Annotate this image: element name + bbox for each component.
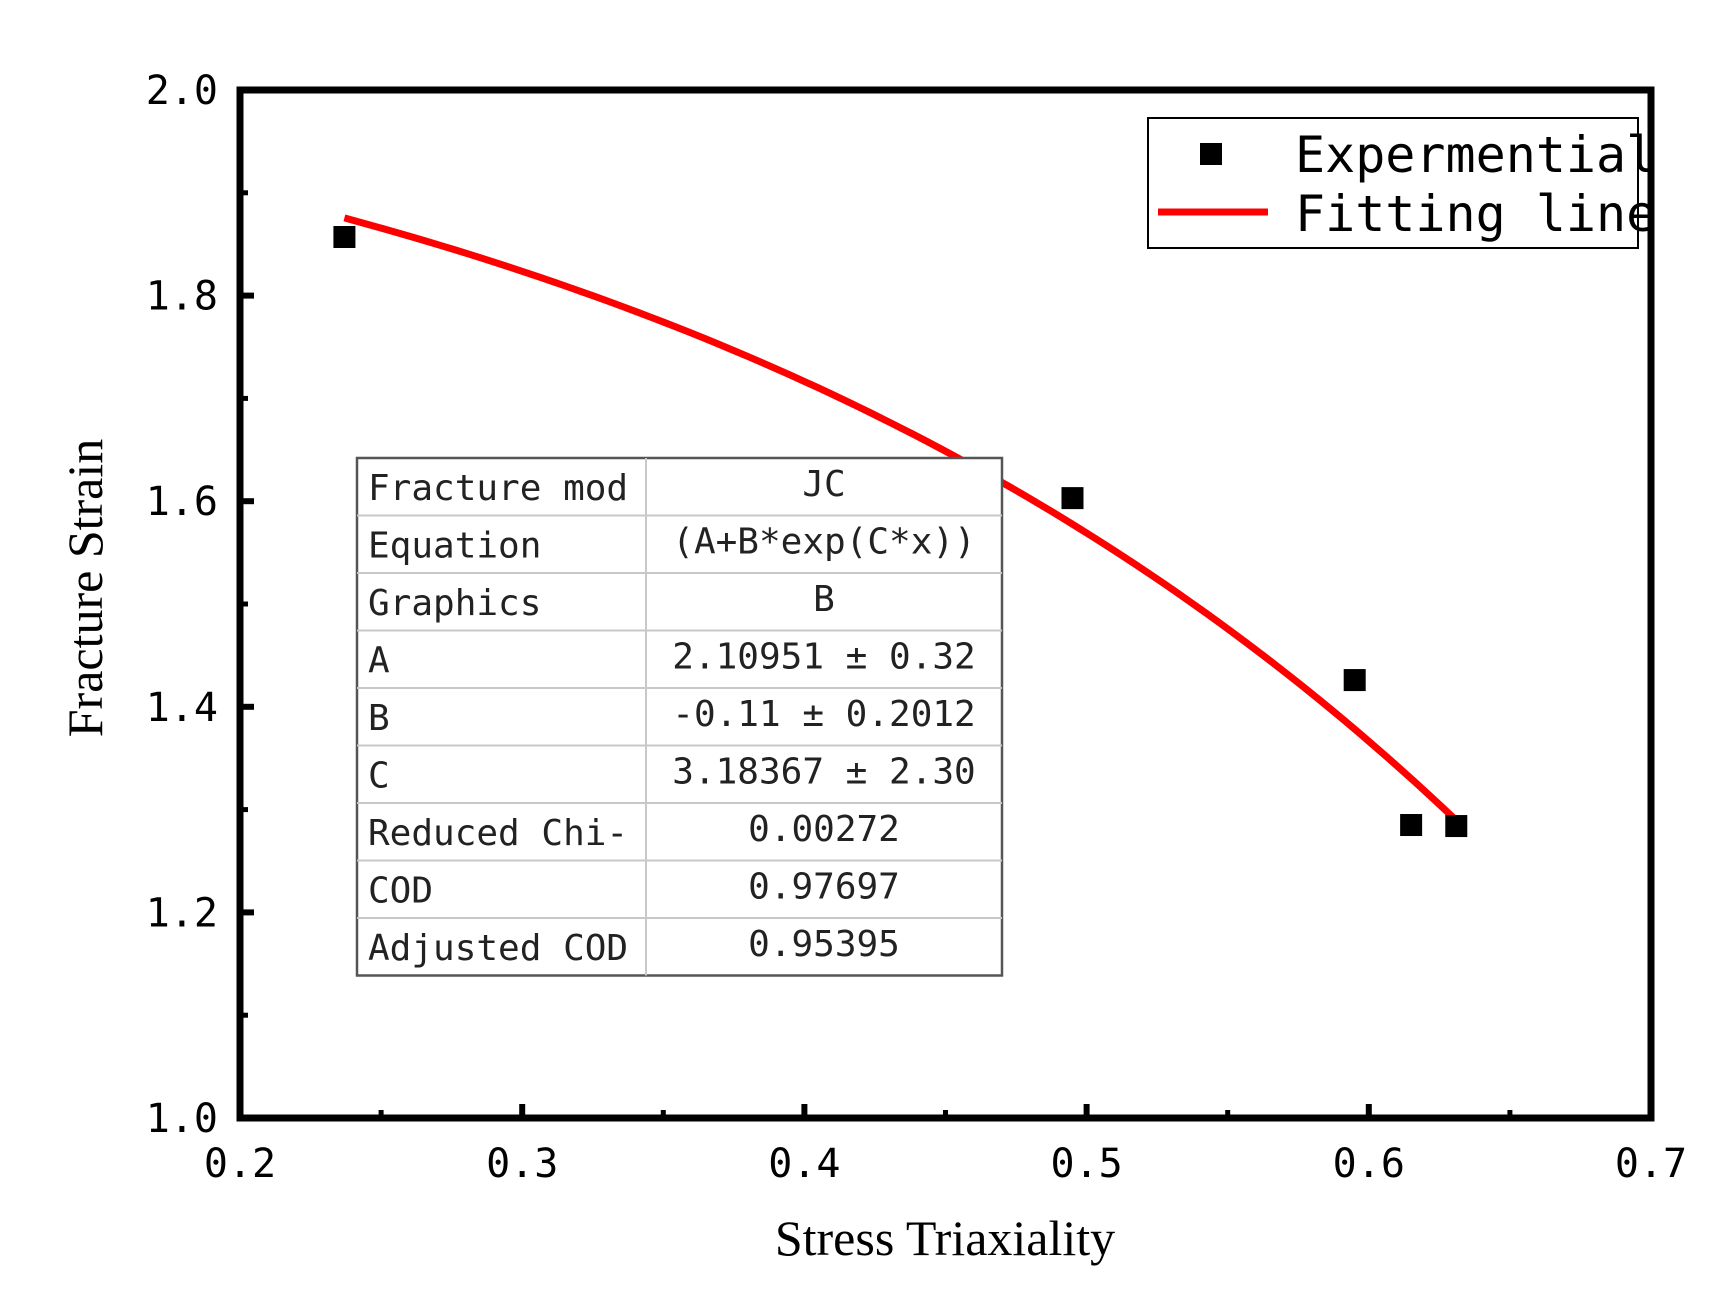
table-label: Graphics (368, 583, 541, 624)
legend-label-fitting: Fitting line (1295, 185, 1656, 243)
x-tick-label: 0.2 (204, 1141, 276, 1187)
table-value: (A+B*exp(C*x)) (672, 522, 975, 563)
table-value: 0.00272 (748, 809, 900, 850)
y-tick-label: 2.0 (146, 68, 218, 114)
fit-results-table: Fracture mod JC Equation (A+B*exp(C*x)) Grap… (355, 456, 1004, 977)
table-label: Equation (368, 526, 541, 567)
ticks-layer: 0.2 0.3 0.4 0.5 0.6 0.7 1.0 1.2 1.4 1.6 1.8 2.0 (146, 68, 1687, 1187)
x-axis-title: Stress Triaxiality (775, 1210, 1115, 1266)
table-value: 0.97697 (748, 867, 900, 908)
x-tick-label: 0.5 (1050, 1141, 1122, 1187)
y-tick-label: 1.4 (146, 685, 218, 731)
y-axis-title: Fracture Strain (57, 439, 113, 738)
data-point (1445, 815, 1468, 838)
table-value: 2.10951 ± 0.32 (672, 637, 975, 678)
table-label: B (368, 698, 390, 739)
table-label: A (368, 641, 390, 682)
points-layer (333, 226, 1468, 838)
table-label: COD (368, 871, 433, 912)
x-tick-label: 0.4 (768, 1141, 840, 1187)
fitting-line-curve (343, 214, 1459, 823)
x-tick-label: 0.7 (1615, 1141, 1687, 1187)
data-point (1061, 487, 1084, 510)
legend-label-expermential: Expermential (1295, 126, 1656, 184)
legend-box (1147, 117, 1639, 249)
data-point (1343, 669, 1366, 692)
table-label: Fracture mod (368, 468, 628, 509)
data-point (1400, 814, 1423, 837)
y-tick-label: 1.2 (146, 890, 218, 936)
table-label: Adjusted COD (368, 928, 628, 969)
table-value: -0.11 ± 0.2012 (672, 694, 975, 735)
table-label: C (368, 756, 390, 797)
y-tick-label: 1.6 (146, 479, 218, 525)
fit-layer (343, 214, 1459, 823)
x-tick-label: 0.6 (1333, 1141, 1405, 1187)
table-value: B (813, 579, 835, 620)
table-background (355, 456, 1004, 977)
x-tick-label: 0.3 (486, 1141, 558, 1187)
table-label: Reduced Chi- (368, 813, 628, 854)
table-value: 3.18367 ± 2.30 (672, 752, 975, 793)
legend-marker-expermential (1200, 143, 1222, 165)
y-tick-label: 1.8 (146, 274, 218, 320)
data-point (333, 226, 356, 249)
table-value: 0.95395 (748, 924, 900, 965)
table-value: JC (802, 464, 845, 505)
plot-frame (236, 86, 1655, 1122)
y-tick-label: 1.0 (146, 1096, 218, 1142)
